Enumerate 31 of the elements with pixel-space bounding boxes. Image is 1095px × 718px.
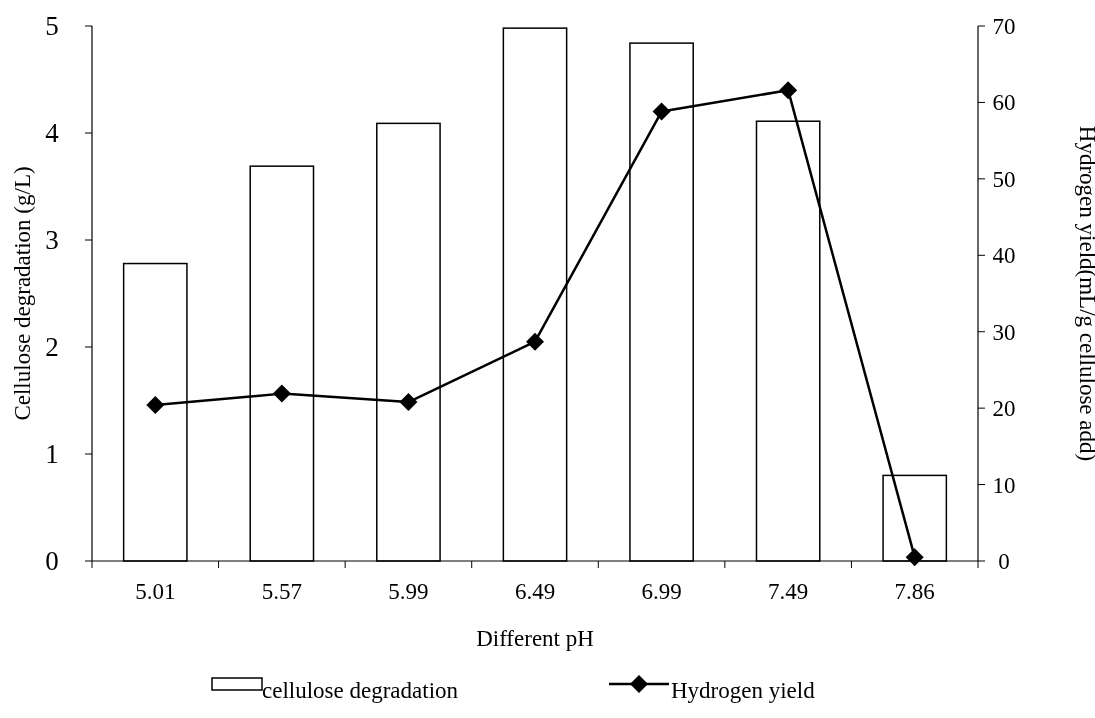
x-tick-label: 7.86: [894, 579, 935, 604]
point: [652, 102, 671, 121]
y2-tick-label: 30: [992, 319, 1016, 345]
legend-label: Hydrogen yield: [671, 678, 816, 703]
x-tick-label: 6.99: [641, 579, 682, 604]
x-axis-title: Different pH: [476, 626, 594, 651]
point: [399, 393, 418, 412]
y-tick-label: 0: [45, 546, 59, 577]
x-tick-label: 7.49: [768, 579, 809, 604]
y2-tick-label: 10: [992, 472, 1016, 498]
point: [526, 332, 544, 351]
y2-tick-label: 50: [992, 166, 1016, 192]
x-tick-label: 5.01: [135, 579, 176, 604]
legend-label: cellulose degradation: [262, 678, 459, 703]
y2-tick-label: 70: [992, 14, 1016, 40]
x-tick-label: 5.99: [388, 579, 429, 604]
y-tick-label: 5: [45, 11, 59, 42]
y2-tick-label: 0: [998, 549, 1010, 575]
y-tick-label: 2: [45, 332, 59, 363]
y2-tick-label: 20: [992, 396, 1016, 422]
y-axis-title: Cellulose degradation (g/L): [10, 166, 35, 421]
y-tick-label: 3: [45, 225, 59, 256]
point: [146, 396, 165, 415]
x-tick-label: 5.57: [261, 579, 302, 604]
y-tick-label: 4: [45, 118, 60, 149]
y2-tick-label: 60: [992, 90, 1016, 116]
point: [272, 384, 291, 403]
y2-tick-label: 40: [992, 243, 1016, 269]
point: [779, 81, 798, 100]
x-tick-label: 6.49: [514, 579, 556, 604]
y-tick-label: 1: [45, 439, 59, 470]
